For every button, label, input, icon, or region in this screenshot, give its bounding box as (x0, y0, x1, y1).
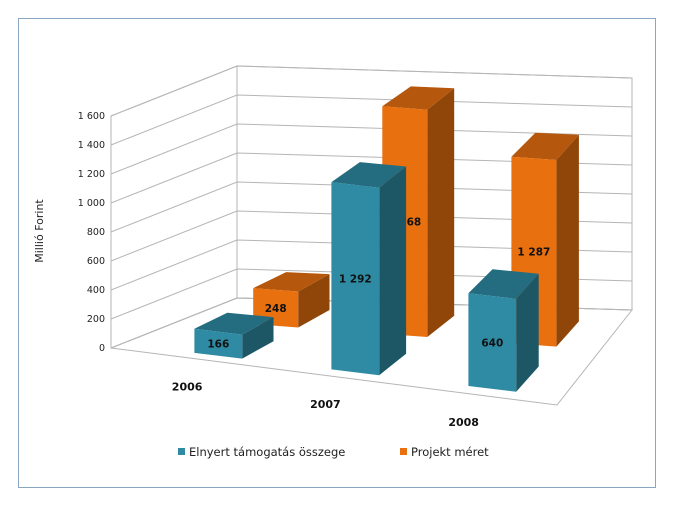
gridline (110, 123, 633, 175)
gridline (110, 94, 633, 146)
category-label-2006: 2006 (172, 381, 203, 394)
bar-top-face (331, 162, 407, 188)
gridline (110, 152, 633, 204)
data-label: 1 292 (339, 274, 372, 286)
bar-side-face (298, 274, 330, 328)
y-tick-label: 200 (87, 314, 105, 325)
bar-side-face (242, 317, 274, 359)
bar-side-face (556, 134, 579, 347)
chart-canvas: 0 200 400 600 800 1 000 1 200 1 400 1 600 Millió… (33, 65, 634, 459)
y-tick-label: 600 (87, 256, 105, 267)
gridline (110, 65, 633, 117)
bar-elnyert-2007: 1 292 (331, 162, 407, 376)
y-tick-label: 1 000 (78, 198, 105, 209)
legend-label-1: Projekt méret (411, 445, 489, 459)
category-label-2008: 2008 (448, 416, 479, 429)
bar-top-face (511, 132, 579, 160)
bar-elnyert-2006: 166 (194, 312, 274, 359)
x-axis-categories: 2006 2007 2008 (172, 381, 479, 429)
bar-top-face (194, 312, 274, 335)
gridline (110, 181, 633, 233)
bar-top-face (253, 272, 330, 292)
legend: Elnyert támogatás összege Projekt méret (178, 445, 489, 459)
bar-elnyert-2008: 640 (468, 269, 539, 392)
bar-side-face (379, 166, 407, 376)
data-label: 640 (481, 337, 503, 349)
bar-top-face (382, 86, 455, 110)
chart-frame: 0 200 400 600 800 1 000 1 200 1 400 1 600 Millió… (18, 18, 656, 488)
gridline (110, 210, 633, 262)
bar-front-face (468, 293, 517, 392)
y-tick-label: 1 400 (78, 140, 105, 151)
data-label: 248 (265, 303, 287, 315)
y-tick-label: 0 (99, 343, 105, 354)
legend-label-0: Elnyert támogatás összege (189, 445, 345, 459)
bar-front-face (331, 182, 380, 376)
data-label: 1 287 (517, 247, 550, 259)
category-label-2007: 2007 (310, 398, 341, 411)
bar-front-face (194, 328, 243, 359)
legend-swatch-1 (400, 448, 407, 455)
y-tick-label: 1 200 (78, 169, 105, 180)
y-tick-label: 800 (87, 227, 105, 238)
y-axis-label: Millió Forint (33, 199, 46, 263)
bar-side-face (516, 273, 539, 392)
data-label: 166 (207, 339, 229, 351)
y-tick-label: 1 600 (78, 111, 105, 122)
y-tick-label: 400 (87, 285, 105, 296)
gridline (110, 239, 633, 291)
bar-top-face (468, 269, 539, 299)
bar-side-face (427, 88, 455, 337)
legend-swatch-0 (178, 448, 185, 455)
